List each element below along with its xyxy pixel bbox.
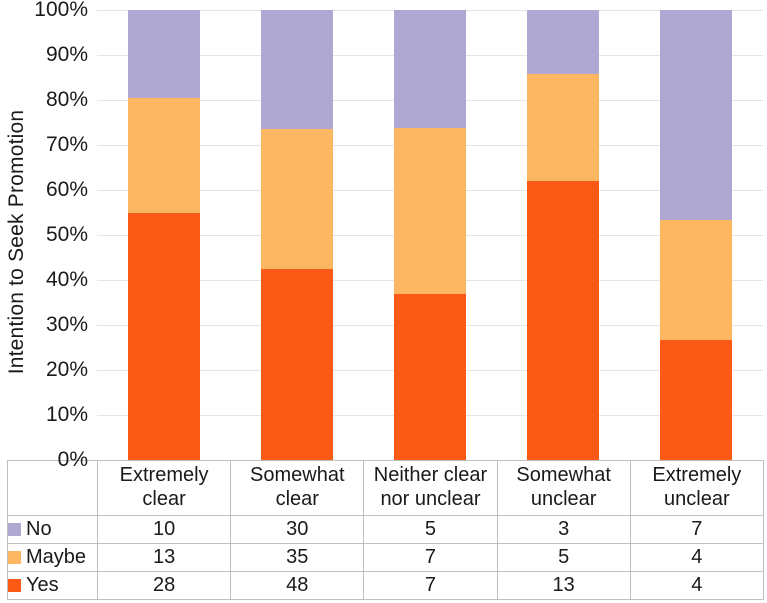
y-tick-label: 80% [45,88,88,111]
table-row: Maybe 13 35 7 5 4 [7,543,764,572]
table-cell: 7 [629,515,764,544]
table-cell: 10 [96,515,232,544]
y-tick-label: 40% [45,268,88,291]
category-header: Extremely unclear [629,460,764,516]
y-tick-label: 50% [45,223,88,246]
bar-segment-maybe [394,128,466,295]
category-header: Somewhat unclear [496,460,631,516]
bar-segment-yes [527,181,600,460]
legend-label: Yes [26,574,59,596]
bar-segment-no [260,10,333,130]
category-header: Neither clear nor unclear [363,460,498,516]
bar-segment-yes [260,268,333,460]
legend-item-yes: Yes [7,571,98,600]
bar-segment-yes [127,212,200,460]
table-cell: 7 [363,571,498,600]
table-cell: 48 [230,571,365,600]
table-cell: 5 [496,543,631,572]
legend-item-maybe: Maybe [7,543,98,572]
table-cell: 35 [230,543,365,572]
legend-item-no: No [7,515,98,544]
bar-segment-maybe [527,74,600,182]
bar-segment-maybe [660,220,733,340]
table-cell: 30 [230,515,365,544]
table-cell: 4 [629,571,764,600]
y-tick-label: 90% [45,43,88,66]
table-row: Yes 28 48 7 13 4 [7,571,764,600]
data-table: Extremely clear Somewhat clear Neither cle… [7,460,764,600]
table-cell: 28 [96,571,232,600]
legend-swatch-icon [8,523,21,536]
category-header: Somewhat clear [230,460,365,516]
table-cell: 13 [496,571,631,600]
y-tick-label: 60% [45,178,88,201]
bar-segment-no [527,10,600,75]
legend-swatch-icon [8,551,21,564]
legend-swatch-icon [8,579,21,592]
bar-segment-maybe [260,129,333,269]
table-row: No 10 30 5 3 7 [7,515,764,544]
bar-segment-yes [394,294,466,460]
y-tick-label: 100% [34,0,88,21]
y-tick-label: 70% [45,133,88,156]
bar-segment-no [394,10,466,129]
table-cell: 5 [363,515,498,544]
bar-segment-maybe [127,98,200,213]
bar-segment-no [660,10,733,220]
table-header-row: Extremely clear Somewhat clear Neither cle… [7,460,764,516]
table-cell: 3 [496,515,631,544]
y-tick-label: 20% [45,358,88,381]
table-cell: 4 [629,543,764,572]
table-cell: 7 [363,543,498,572]
bar-segment-yes [660,340,733,460]
bar-segment-no [127,10,200,99]
legend-label: No [26,518,52,540]
y-tick-label: 10% [45,403,88,426]
y-tick-label: 0% [57,448,88,471]
category-header: Extremely clear [96,460,232,516]
legend-label: Maybe [26,546,87,568]
y-tick-label: 30% [45,313,88,336]
table-cell: 13 [96,543,232,572]
plot-area [97,10,763,461]
